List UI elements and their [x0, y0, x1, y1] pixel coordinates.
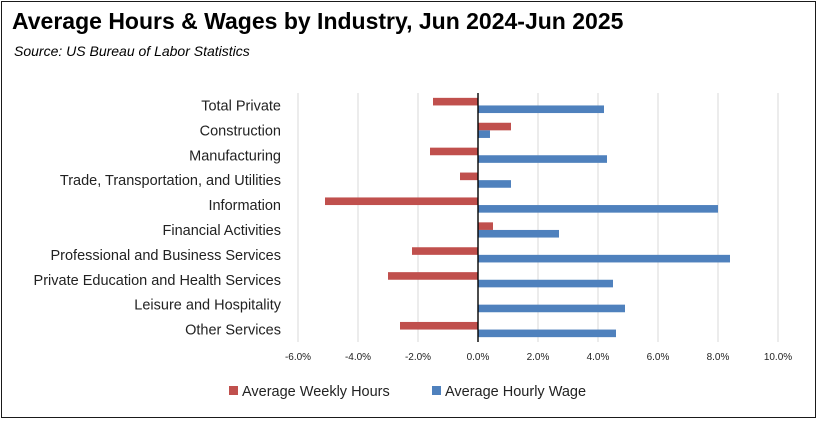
legend-swatch-0: [229, 386, 238, 395]
x-tick-label: 0.0%: [467, 352, 490, 363]
chart-title: Average Hours & Wages by Industry, Jun 2…: [12, 8, 624, 34]
x-tick-label: 2.0%: [527, 352, 550, 363]
bar-average-hourly-wage-3: [478, 180, 511, 188]
category-label: Leisure and Hospitality: [134, 298, 281, 314]
category-label: Other Services: [185, 323, 281, 339]
category-label: Professional and Business Services: [50, 248, 281, 264]
bar-average-hourly-wage-2: [478, 155, 607, 163]
bar-average-weekly-hours-3: [460, 172, 478, 181]
bar-average-hourly-wage-8: [478, 304, 625, 313]
category-label: Financial Activities: [163, 223, 281, 239]
category-label: Total Private: [201, 98, 281, 114]
bar-average-weekly-hours-4: [325, 197, 478, 206]
legend-label-1: Average Hourly Wage: [445, 384, 586, 400]
bar-average-weekly-hours-1: [478, 122, 511, 131]
bar-average-hourly-wage-9: [478, 329, 616, 338]
category-label: Information: [208, 198, 281, 214]
x-tick-label: 4.0%: [587, 352, 610, 363]
category-label: Trade, Transportation, and Utilities: [60, 173, 281, 189]
x-tick-label: 10.0%: [764, 352, 792, 363]
bar-average-weekly-hours-5: [478, 222, 493, 230]
bar-average-weekly-hours-6: [412, 247, 478, 255]
bar-average-weekly-hours-9: [400, 321, 478, 330]
x-tick-label: 6.0%: [647, 352, 670, 363]
bar-average-weekly-hours-7: [388, 272, 478, 280]
category-label: Construction: [200, 123, 281, 139]
x-tick-label: -6.0%: [285, 352, 311, 363]
bar-average-hourly-wage-1: [478, 130, 490, 138]
bar-average-hourly-wage-5: [478, 229, 559, 238]
category-label: Manufacturing: [189, 148, 281, 164]
bar-average-hourly-wage-7: [478, 279, 613, 288]
legend-swatch-1: [432, 386, 441, 395]
bar-average-hourly-wage-0: [478, 105, 604, 114]
legend-label-0: Average Weekly Hours: [242, 384, 390, 400]
x-tick-label: -2.0%: [405, 352, 431, 363]
x-tick-label: -4.0%: [345, 352, 371, 363]
bar-average-weekly-hours-0: [433, 97, 478, 106]
x-tick-label: 8.0%: [707, 352, 730, 363]
bar-average-hourly-wage-6: [478, 254, 730, 263]
bar-average-weekly-hours-2: [430, 147, 478, 156]
category-label: Private Education and Health Services: [34, 273, 281, 289]
chart-subtitle: Source: US Bureau of Labor Statistics: [14, 43, 250, 59]
bar-average-hourly-wage-4: [478, 205, 718, 213]
